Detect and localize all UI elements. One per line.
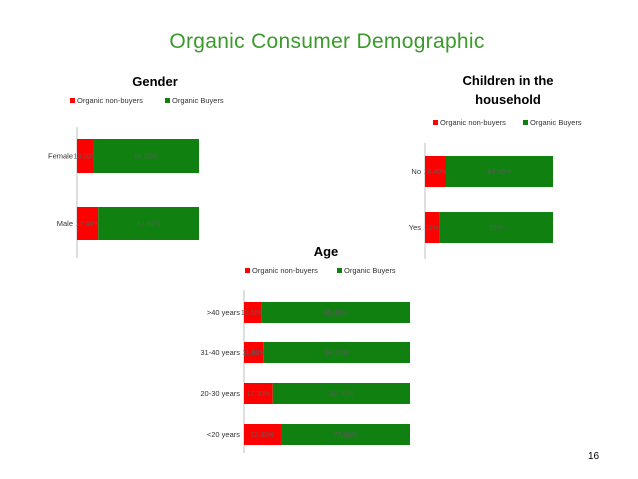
age-bar-1-0 xyxy=(280,424,410,445)
children-bar-1-1 xyxy=(445,156,553,187)
gender-data-label-1-1: 86.50% xyxy=(134,154,158,161)
age-bar-0-2 xyxy=(244,342,264,363)
age-bar-0-3 xyxy=(244,302,262,323)
page-number: 16 xyxy=(588,451,600,462)
age-data-label-0-0: 22.30% xyxy=(251,432,275,439)
age-data-label-1-2: 88.20% xyxy=(325,350,349,357)
children-category-label-0: Yes xyxy=(409,223,421,232)
age-category-label-3: >40 years xyxy=(207,308,240,317)
age-legend-label-1: Organic Buyers xyxy=(344,266,396,275)
slide-title: Organic Consumer Demographic xyxy=(169,30,485,53)
children-bar-1-0 xyxy=(439,212,553,243)
age-legend-swatch-0 xyxy=(245,268,250,273)
children-data-label-1-0: 89% xyxy=(489,225,503,232)
children-legend-label-1: Organic Buyers xyxy=(530,118,582,127)
children-data-label-1-1: 83.60% xyxy=(488,169,512,176)
age-data-label-0-1: 17.30% xyxy=(246,391,270,398)
age-data-label-0-2: 11.90% xyxy=(242,350,265,357)
gender-bar-1-0 xyxy=(98,207,199,240)
age-bar-1-1 xyxy=(272,383,410,404)
gender-chart-title: Gender xyxy=(132,74,178,89)
gender-legend-label-0: Organic non-buyers xyxy=(77,96,143,105)
gender-bar-1-1 xyxy=(93,139,199,173)
age-category-label-0: <20 years xyxy=(207,430,240,439)
gender-bar-0-0 xyxy=(77,207,99,240)
gender-category-label-0: Male xyxy=(57,219,73,228)
gender-bar-0-1 xyxy=(77,139,94,173)
gender-legend-swatch-1 xyxy=(165,98,170,103)
children-legend-label-0: Organic non-buyers xyxy=(440,118,506,127)
gender-data-label-0-0: 17.40% xyxy=(76,221,100,228)
gender-legend-swatch-0 xyxy=(70,98,75,103)
children-data-label-0-0: 11% xyxy=(425,225,439,232)
children-chart-title: household xyxy=(475,92,541,107)
children-data-label-0-1: 16.40% xyxy=(424,169,448,176)
age-bar-1-2 xyxy=(263,342,410,363)
gender-category-label-1: Female xyxy=(48,152,73,161)
children-bar-0-0 xyxy=(425,212,440,243)
age-bar-1-3 xyxy=(261,302,410,323)
children-category-label-1: No xyxy=(411,167,421,176)
gender-legend-label-1: Organic Buyers xyxy=(172,96,224,105)
age-data-label-1-0: 77.80% xyxy=(334,432,358,439)
age-chart-title: Age xyxy=(314,244,339,259)
gender-data-label-0-1: 13.50% xyxy=(73,154,97,161)
age-data-label-1-1: 82.70% xyxy=(329,391,353,398)
age-category-label-1: 20-30 years xyxy=(200,389,240,398)
children-chart-title: Children in the xyxy=(463,73,554,88)
age-bar-0-1 xyxy=(244,383,273,404)
age-legend-label-0: Organic non-buyers xyxy=(252,266,318,275)
age-category-label-2: 31-40 years xyxy=(200,348,240,357)
children-legend-swatch-0 xyxy=(433,120,438,125)
children-legend-swatch-1 xyxy=(523,120,528,125)
children-bar-0-1 xyxy=(425,156,446,187)
age-data-label-0-3: 10.60% xyxy=(241,310,265,317)
age-bar-0-0 xyxy=(244,424,281,445)
age-data-label-1-3: 89.40% xyxy=(324,310,348,317)
gender-data-label-1-0: 82.60% xyxy=(137,221,161,228)
age-legend-swatch-1 xyxy=(337,268,342,273)
